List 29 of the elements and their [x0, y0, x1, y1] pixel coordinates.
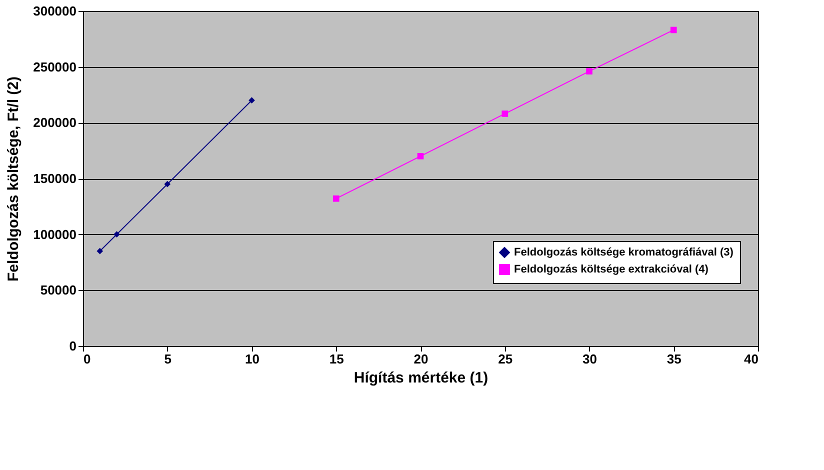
point [114, 231, 120, 238]
point [248, 97, 255, 104]
x-tick-label: 20 [414, 352, 428, 366]
legend-label: Feldolgozás költsége extrakcióval (4) [514, 264, 709, 276]
x-axis-title: Hígítás mértéke (1) [354, 370, 488, 386]
y-tick-label: 300000 [33, 4, 76, 18]
y-tick-label: 100000 [33, 226, 76, 242]
y-tick-label: 0 [69, 338, 76, 354]
x-tick-label: 40 [744, 352, 758, 366]
x-tick-label: 15 [329, 352, 344, 366]
point [417, 153, 424, 160]
x-tick-label: 30 [582, 352, 597, 366]
x-tick-label: 35 [666, 352, 682, 366]
x-tick-label: 25 [498, 352, 513, 366]
point [670, 26, 677, 34]
point [332, 195, 340, 202]
legend-label: Feldolgozás költsége kromatográfiával (3) [514, 246, 734, 258]
point [502, 110, 508, 117]
y-tick-label: 50000 [40, 282, 76, 298]
point [164, 180, 171, 188]
x-tick-label: 0 [84, 352, 91, 366]
x-tick-label: 10 [245, 352, 260, 366]
y-tick-label: 150000 [33, 171, 76, 186]
point [96, 248, 104, 254]
y-tick-label: 200000 [33, 115, 76, 130]
point [586, 68, 592, 74]
y-tick-label: 250000 [33, 59, 76, 74]
y-axis-title: Feldolgozás költsége, Ft/l (2) [5, 76, 22, 282]
x-tick-label: 5 [164, 352, 172, 366]
